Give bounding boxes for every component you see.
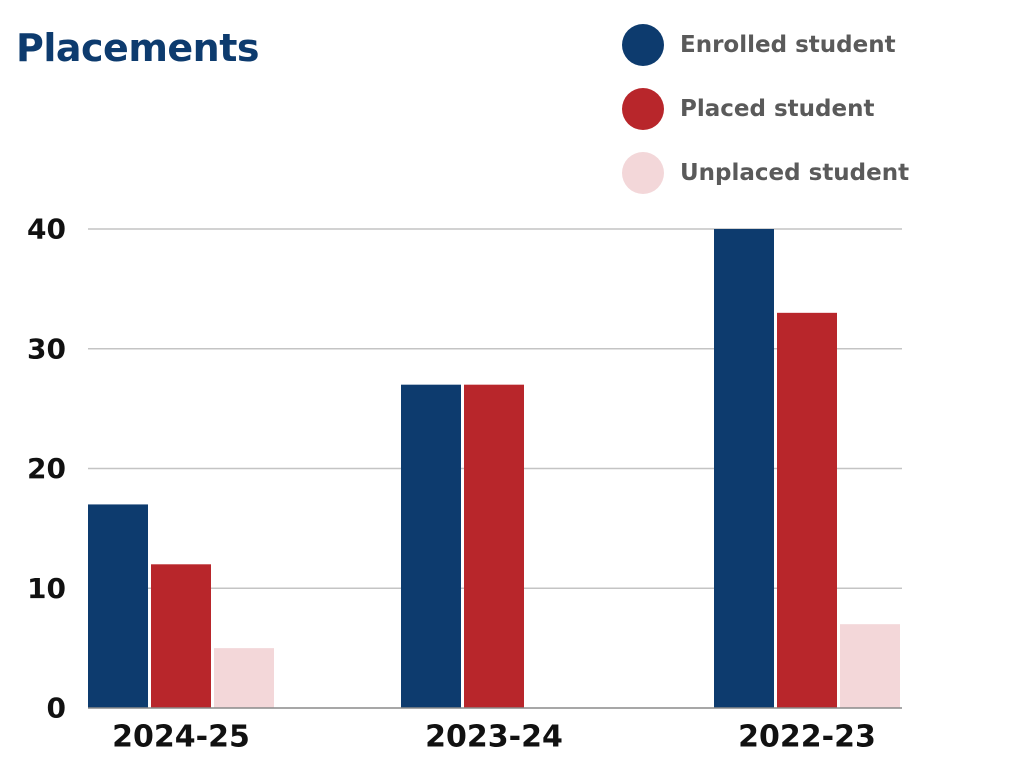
bar-2024-25-placed-student (151, 564, 211, 708)
legend-swatch-enrolled (622, 24, 664, 66)
x-tick-label-2022-23: 2022-23 (738, 720, 876, 755)
legend-label-unplaced: Unplaced student (680, 160, 910, 186)
legend-label-placed: Placed student (680, 96, 875, 122)
bar-2023-24-enrolled-student (401, 384, 461, 708)
bar-2022-23-enrolled-student (714, 229, 774, 708)
y-tick-label-10: 10 (27, 572, 66, 605)
legend-item-unplaced: Unplaced student (622, 152, 909, 194)
chart-title: Placements (16, 26, 260, 70)
legend-item-placed: Placed student (622, 88, 909, 130)
bar-2022-23-placed-student (777, 312, 837, 708)
legend-swatch-unplaced (622, 152, 664, 194)
bar-2023-24-placed-student (464, 384, 524, 708)
legend: Enrolled student Placed student Unplaced… (622, 24, 909, 216)
y-tick-label-20: 20 (27, 452, 66, 485)
legend-swatch-placed (622, 88, 664, 130)
x-tick-label-2024-25: 2024-25 (112, 720, 250, 755)
legend-label-enrolled: Enrolled student (680, 32, 896, 58)
bar-2022-23-unplaced-student (840, 624, 900, 708)
y-tick-label-30: 30 (27, 332, 66, 365)
bar-2024-25-unplaced-student (214, 648, 274, 708)
y-tick-label-0: 0 (47, 692, 66, 725)
bar-2024-25-enrolled-student (88, 504, 148, 708)
x-tick-label-2023-24: 2023-24 (425, 720, 563, 755)
y-tick-label-40: 40 (27, 213, 66, 246)
legend-item-enrolled: Enrolled student (622, 24, 909, 66)
